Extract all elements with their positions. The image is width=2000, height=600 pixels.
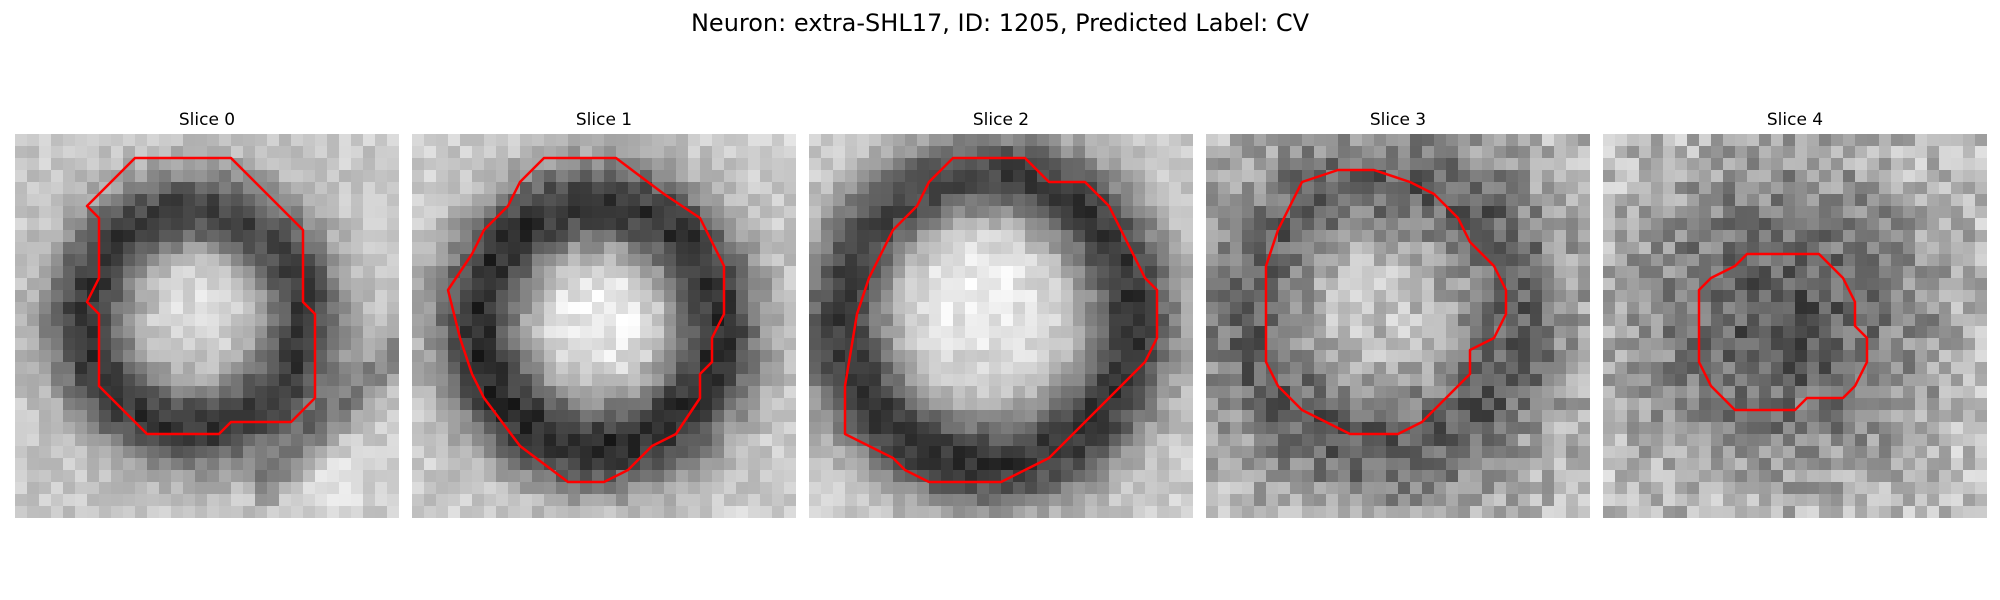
slice-title-2: Slice 2 — [972, 110, 1030, 130]
neuron-contour-0 — [85, 156, 317, 436]
figure-title: Neuron: extra-SHL17, ID: 1205, Predicted… — [690, 9, 1310, 37]
slice-image-0 — [15, 134, 399, 518]
slice-title-3: Slice 3 — [1369, 110, 1427, 130]
neuron-contour-4 — [1697, 252, 1869, 412]
neuron-contour-3 — [1264, 168, 1508, 436]
neuron-contour-2 — [843, 156, 1159, 484]
slice-title-0: Slice 0 — [178, 110, 236, 130]
slice-image-2 — [809, 134, 1193, 518]
slice-image-1 — [412, 134, 796, 518]
neuron-contour-1 — [446, 156, 726, 484]
slice-title-1: Slice 1 — [575, 110, 633, 130]
slice-title-4: Slice 4 — [1766, 110, 1824, 130]
slice-image-3 — [1206, 134, 1590, 518]
slice-image-4 — [1603, 134, 1987, 518]
